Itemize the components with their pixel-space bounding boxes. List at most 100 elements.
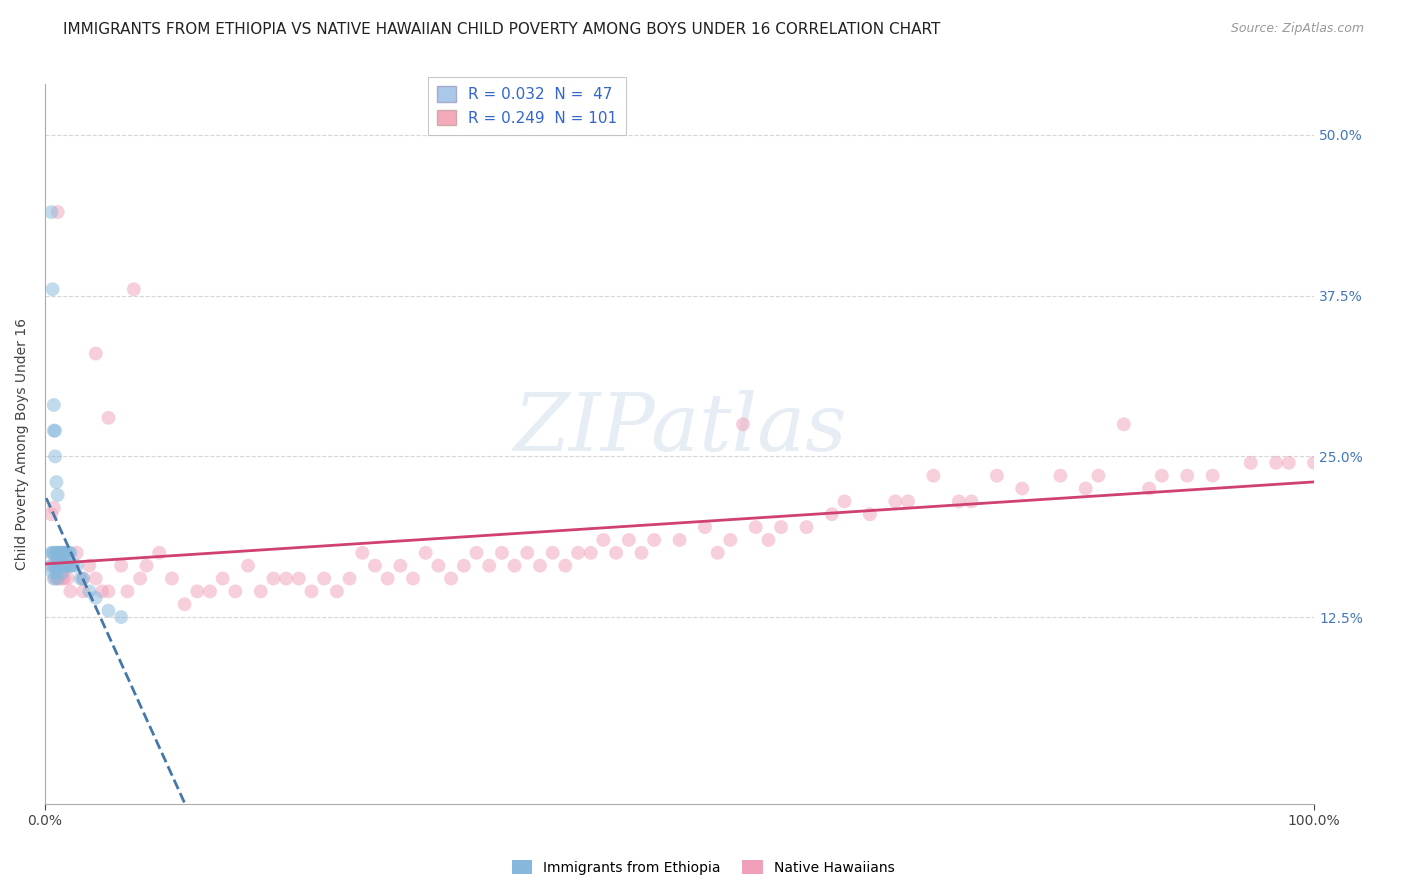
- Point: [706, 546, 728, 560]
- Point: [44, 558, 66, 573]
- Point: [364, 558, 387, 573]
- Point: [55, 558, 77, 573]
- Point: [122, 282, 145, 296]
- Point: [377, 572, 399, 586]
- Point: [960, 494, 983, 508]
- Point: [52, 546, 75, 560]
- Point: [46, 558, 69, 573]
- Point: [643, 533, 665, 547]
- Point: [84, 346, 107, 360]
- Point: [41, 558, 63, 573]
- Point: [51, 572, 73, 586]
- Point: [770, 520, 793, 534]
- Point: [97, 410, 120, 425]
- Point: [46, 488, 69, 502]
- Point: [1137, 482, 1160, 496]
- Point: [160, 572, 183, 586]
- Point: [262, 572, 284, 586]
- Point: [53, 546, 76, 560]
- Point: [1049, 468, 1071, 483]
- Point: [478, 558, 501, 573]
- Point: [56, 572, 79, 586]
- Point: [274, 572, 297, 586]
- Point: [53, 558, 76, 573]
- Point: [49, 558, 72, 573]
- Point: [39, 508, 62, 522]
- Point: [42, 572, 65, 586]
- Text: Source: ZipAtlas.com: Source: ZipAtlas.com: [1230, 22, 1364, 36]
- Point: [117, 584, 139, 599]
- Point: [53, 572, 76, 586]
- Point: [46, 205, 69, 219]
- Point: [352, 546, 374, 560]
- Point: [45, 546, 67, 560]
- Point: [148, 546, 170, 560]
- Point: [110, 610, 132, 624]
- Point: [605, 546, 627, 560]
- Point: [110, 558, 132, 573]
- Point: [834, 494, 856, 508]
- Point: [186, 584, 208, 599]
- Point: [1011, 482, 1033, 496]
- Point: [46, 572, 69, 586]
- Point: [42, 398, 65, 412]
- Point: [617, 533, 640, 547]
- Point: [52, 565, 75, 579]
- Point: [53, 546, 76, 560]
- Point: [44, 572, 66, 586]
- Point: [922, 468, 945, 483]
- Point: [326, 584, 349, 599]
- Point: [135, 558, 157, 573]
- Point: [1201, 468, 1223, 483]
- Point: [211, 572, 233, 586]
- Y-axis label: Child Poverty Among Boys Under 16: Child Poverty Among Boys Under 16: [15, 318, 30, 569]
- Point: [529, 558, 551, 573]
- Point: [84, 591, 107, 605]
- Point: [59, 558, 82, 573]
- Point: [718, 533, 741, 547]
- Point: [897, 494, 920, 508]
- Point: [465, 546, 488, 560]
- Point: [288, 572, 311, 586]
- Point: [1240, 456, 1263, 470]
- Point: [440, 572, 463, 586]
- Point: [821, 508, 844, 522]
- Point: [693, 520, 716, 534]
- Point: [51, 558, 73, 573]
- Point: [59, 558, 82, 573]
- Point: [55, 546, 77, 560]
- Point: [42, 546, 65, 560]
- Point: [44, 558, 66, 573]
- Point: [84, 572, 107, 586]
- Point: [427, 558, 450, 573]
- Point: [41, 282, 63, 296]
- Point: [1112, 417, 1135, 432]
- Point: [59, 546, 82, 560]
- Text: IMMIGRANTS FROM ETHIOPIA VS NATIVE HAWAIIAN CHILD POVERTY AMONG BOYS UNDER 16 CO: IMMIGRANTS FROM ETHIOPIA VS NATIVE HAWAI…: [63, 22, 941, 37]
- Point: [39, 558, 62, 573]
- Point: [796, 520, 818, 534]
- Point: [516, 546, 538, 560]
- Point: [97, 604, 120, 618]
- Point: [668, 533, 690, 547]
- Point: [503, 558, 526, 573]
- Point: [39, 546, 62, 560]
- Point: [48, 546, 70, 560]
- Point: [758, 533, 780, 547]
- Point: [415, 546, 437, 560]
- Point: [46, 572, 69, 586]
- Point: [72, 572, 94, 586]
- Point: [49, 546, 72, 560]
- Legend: R = 0.032  N =  47, R = 0.249  N = 101: R = 0.032 N = 47, R = 0.249 N = 101: [429, 77, 626, 135]
- Point: [48, 558, 70, 573]
- Point: [1265, 456, 1288, 470]
- Point: [1074, 482, 1097, 496]
- Point: [79, 558, 101, 573]
- Point: [91, 584, 114, 599]
- Point: [45, 546, 67, 560]
- Point: [42, 424, 65, 438]
- Point: [51, 546, 73, 560]
- Point: [453, 558, 475, 573]
- Point: [59, 584, 82, 599]
- Legend: Immigrants from Ethiopia, Native Hawaiians: Immigrants from Ethiopia, Native Hawaiia…: [506, 855, 900, 880]
